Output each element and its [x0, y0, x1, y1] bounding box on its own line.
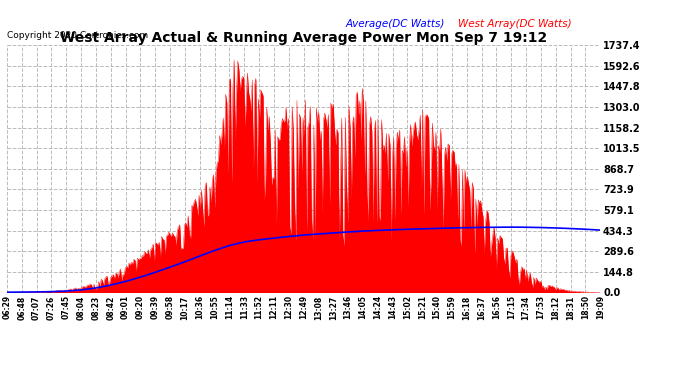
Text: West Array(DC Watts): West Array(DC Watts)	[458, 19, 571, 29]
Title: West Array Actual & Running Average Power Mon Sep 7 19:12: West Array Actual & Running Average Powe…	[60, 31, 547, 45]
Text: Copyright 2020 Cartronics.com: Copyright 2020 Cartronics.com	[7, 31, 148, 40]
Text: Average(DC Watts): Average(DC Watts)	[345, 19, 444, 29]
